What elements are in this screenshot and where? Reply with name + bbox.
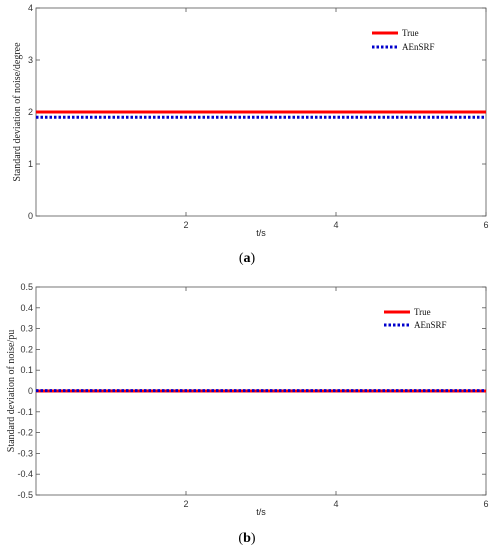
y-tick-label: 0.3 <box>20 324 33 334</box>
x-tick-label: 4 <box>333 499 338 509</box>
y-tick-label: 0.2 <box>20 344 33 354</box>
x-tick-label: 2 <box>183 220 188 230</box>
chart-panel-a: 0 1 2 3 4 2 4 6 Standard deviation of noise/de… <box>12 3 489 266</box>
y-tick-label: 0 <box>28 386 33 396</box>
y-tick-label: 4 <box>28 3 33 13</box>
legend-a: True AEnSRF <box>372 28 435 52</box>
caption-b: (b) <box>238 531 255 546</box>
y-tick-label: -0.5 <box>17 490 33 500</box>
legend-aensrf-label-b: AEnSRF <box>414 320 447 330</box>
y-tick-label: -0.4 <box>17 469 33 479</box>
y-tick-label: -0.3 <box>17 448 33 458</box>
y-ticks-b: -0.5 -0.4 -0.3 -0.2 -0.1 0 0.1 0.2 0.3 0.4 0.5 <box>17 282 486 500</box>
y-tick-label: 1 <box>28 159 33 169</box>
series-a <box>36 110 486 119</box>
x-axis-label-b: t/s <box>256 507 266 517</box>
y-tick-label: 2 <box>28 107 33 117</box>
y-tick-label: 0.1 <box>20 365 33 375</box>
chart-panel-b: -0.5 -0.4 -0.3 -0.2 -0.1 0 0.1 0.2 0.3 0.4 0.5 2 4 6… <box>6 282 489 546</box>
y-axis-label-b: Standard deviation of noise/pu <box>6 330 17 452</box>
y-tick-label: -0.2 <box>17 428 33 438</box>
x-ticks-a: 2 4 6 <box>183 8 489 230</box>
legend-true-label-a: True <box>402 28 419 38</box>
x-tick-label: 2 <box>183 499 188 509</box>
y-ticks-a: 0 1 2 3 4 <box>28 3 486 221</box>
y-axis-label-a: Standard deviation of noise/degree <box>12 42 23 182</box>
x-tick-label: 6 <box>483 220 488 230</box>
x-axis-label-a: t/s <box>256 228 266 238</box>
x-tick-label: 6 <box>483 499 488 509</box>
y-tick-label: -0.1 <box>17 407 33 417</box>
legend-b: True AEnSRF <box>384 307 447 330</box>
caption-a: (a) <box>239 251 256 266</box>
x-tick-label: 4 <box>333 220 338 230</box>
y-tick-label: 3 <box>28 55 33 65</box>
y-tick-label: 0 <box>28 211 33 221</box>
legend-aensrf-label-a: AEnSRF <box>402 42 435 52</box>
y-tick-label: 0.5 <box>20 282 33 292</box>
legend-true-label-b: True <box>414 307 431 317</box>
x-ticks-b: 2 4 6 <box>183 287 489 509</box>
y-tick-label: 0.4 <box>20 303 33 313</box>
